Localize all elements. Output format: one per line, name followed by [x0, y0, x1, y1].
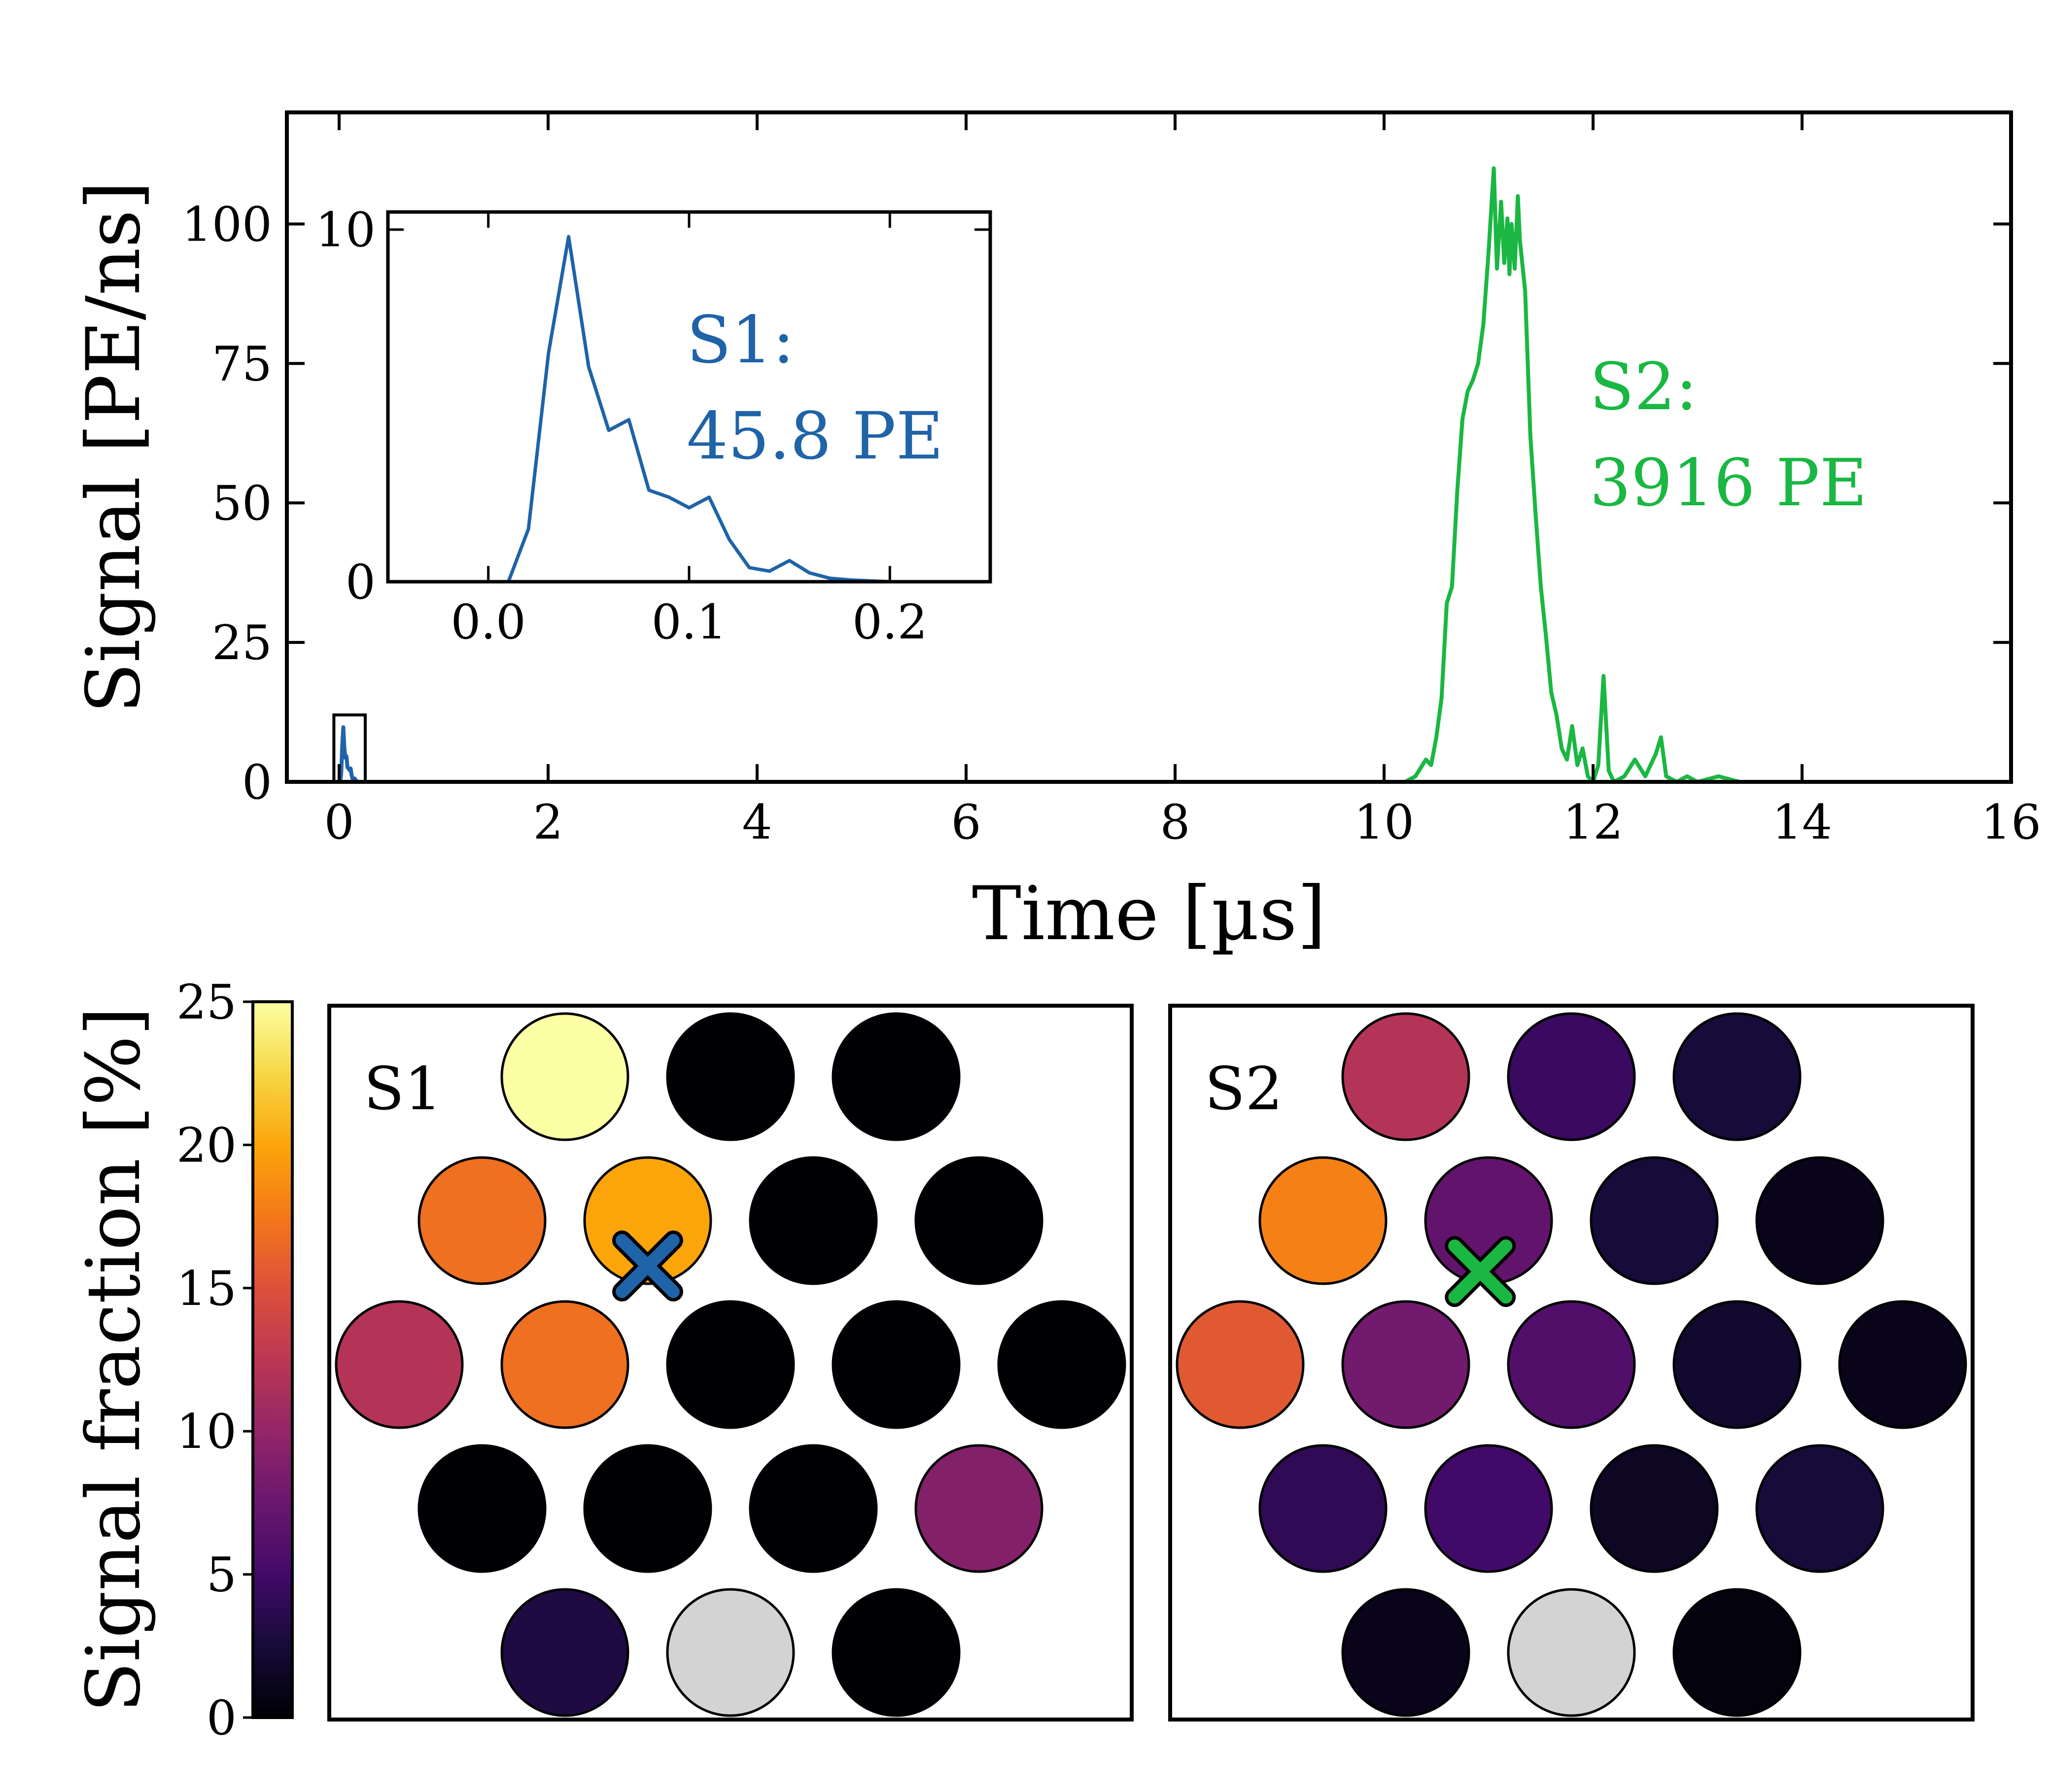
pmt-channel [417, 1444, 547, 1573]
pmt-channel [914, 1444, 1043, 1573]
y-tick-label: 75 [212, 336, 272, 391]
pmt-channel [1755, 1444, 1884, 1573]
x-tick-label: 10 [1354, 795, 1414, 850]
x-tick-label: 2 [533, 795, 563, 850]
pmt-panel-s2: S2 [1168, 1004, 1975, 1722]
pmt-channel [997, 1300, 1126, 1429]
colorbar-label: Signal fraction [%] [71, 1007, 157, 1713]
pmt-panel-label: S1 [364, 1055, 442, 1124]
zoom-region-box [332, 713, 367, 783]
pmt-channel [335, 1300, 464, 1429]
marker-stroke [616, 1234, 680, 1299]
pmt-channel [914, 1156, 1043, 1285]
pmt-panel-s1: S1 [327, 1004, 1134, 1722]
inset-x-tick-label: 0.1 [652, 595, 727, 650]
waveform-axes-frame [285, 110, 2013, 784]
pmt-panel-label: S2 [1205, 1055, 1283, 1124]
pmt-channel [500, 1300, 629, 1429]
colorbar-tick-label: 5 [207, 1547, 237, 1603]
pmt-channel [1176, 1300, 1305, 1429]
colorbar-tick-label: 20 [176, 1118, 237, 1173]
s1-value-label: 45.8 PE [687, 398, 943, 474]
pmt-channel [1341, 1588, 1470, 1717]
marker-stroke [1448, 1239, 1513, 1304]
waveform-line-s2 [1404, 166, 1802, 784]
inset-ticks: 0.0 0.1 0.2 0 10 [315, 203, 990, 650]
pmt-disabled [1507, 1588, 1636, 1717]
pmt-channel [1672, 1588, 1802, 1717]
pmt-channel [1590, 1156, 1719, 1285]
waveform-line-s1 [334, 725, 360, 784]
inset-line-s1 [388, 235, 890, 584]
x-tick-label: 0 [324, 795, 354, 850]
s2-label: S2: [1590, 349, 1698, 425]
pmt-channel [832, 1012, 961, 1141]
pmt-panels: S1 S2 [327, 1004, 1975, 1722]
inset-plot: 0.0 0.1 0.2 0 10 S1: 45.8 PE [315, 203, 992, 650]
pmt-channel [1672, 1300, 1802, 1429]
pmt-channel [1258, 1156, 1388, 1285]
y-tick-label: 50 [212, 476, 272, 531]
pmt-channel [583, 1444, 712, 1573]
waveform-y-axis-label: Signal [PE/ns] [71, 181, 157, 713]
inset-background [388, 212, 990, 582]
pmt-channel [832, 1588, 961, 1717]
pmt-channel [417, 1156, 547, 1285]
pmt-channel [500, 1012, 629, 1141]
inset-series-layer [388, 235, 890, 584]
pmt-channel [1424, 1444, 1553, 1573]
pmt-channel [1755, 1156, 1884, 1285]
s2-value-label: 3916 PE [1590, 445, 1867, 521]
pmt-channel [1258, 1444, 1388, 1573]
s1-label: S1: [687, 302, 795, 378]
position-marker-s2 [1445, 1236, 1516, 1307]
pmt-channel [666, 1300, 795, 1429]
colorbar-tick-label: 0 [207, 1690, 237, 1746]
pmt-channel [1507, 1300, 1636, 1429]
colorbar-tick-label: 25 [176, 975, 237, 1030]
x-tick-label: 6 [951, 795, 981, 850]
x-tick-label: 8 [1160, 795, 1190, 850]
colorbar: 0 5 10 15 20 25 Signal fraction [%] [71, 975, 294, 1746]
pmt-channel [1507, 1012, 1636, 1141]
pmt-channel [1672, 1012, 1802, 1141]
pmt-channel [1341, 1012, 1470, 1141]
pmt-channel [749, 1444, 878, 1573]
colorbar-tick-label: 10 [176, 1404, 237, 1459]
pmt-disabled [666, 1588, 795, 1717]
inset-x-tick-label: 0.2 [852, 595, 928, 650]
pmt-channel [1341, 1300, 1470, 1429]
y-tick-label: 100 [182, 197, 272, 252]
x-tick-label: 16 [1981, 795, 2041, 850]
pmt-channel [666, 1012, 795, 1141]
y-tick-label: 0 [242, 755, 272, 810]
pmt-channel [583, 1156, 712, 1285]
inset-y-tick-label: 10 [315, 203, 376, 258]
colorbar-gradient [251, 1000, 294, 1719]
x-tick-label: 4 [742, 795, 772, 850]
x-tick-label: 12 [1563, 795, 1623, 850]
pmt-channel [1838, 1300, 1967, 1429]
pmt-channel [749, 1156, 878, 1285]
colorbar-ticks: 0 5 10 15 20 25 [176, 975, 253, 1746]
position-marker-s1 [612, 1230, 683, 1302]
y-tick-label: 25 [212, 615, 272, 670]
inset-y-tick-label: 0 [346, 555, 376, 610]
pmt-channel [500, 1588, 629, 1717]
pmt-channel [832, 1300, 961, 1429]
inset-x-tick-label: 0.0 [451, 595, 526, 650]
colorbar-tick-label: 15 [176, 1261, 237, 1316]
waveform-series-layer [334, 166, 1802, 784]
pmt-channel [1590, 1444, 1719, 1573]
waveform-x-axis-label: Time [µs] [972, 871, 1326, 957]
x-tick-label: 14 [1772, 795, 1832, 850]
